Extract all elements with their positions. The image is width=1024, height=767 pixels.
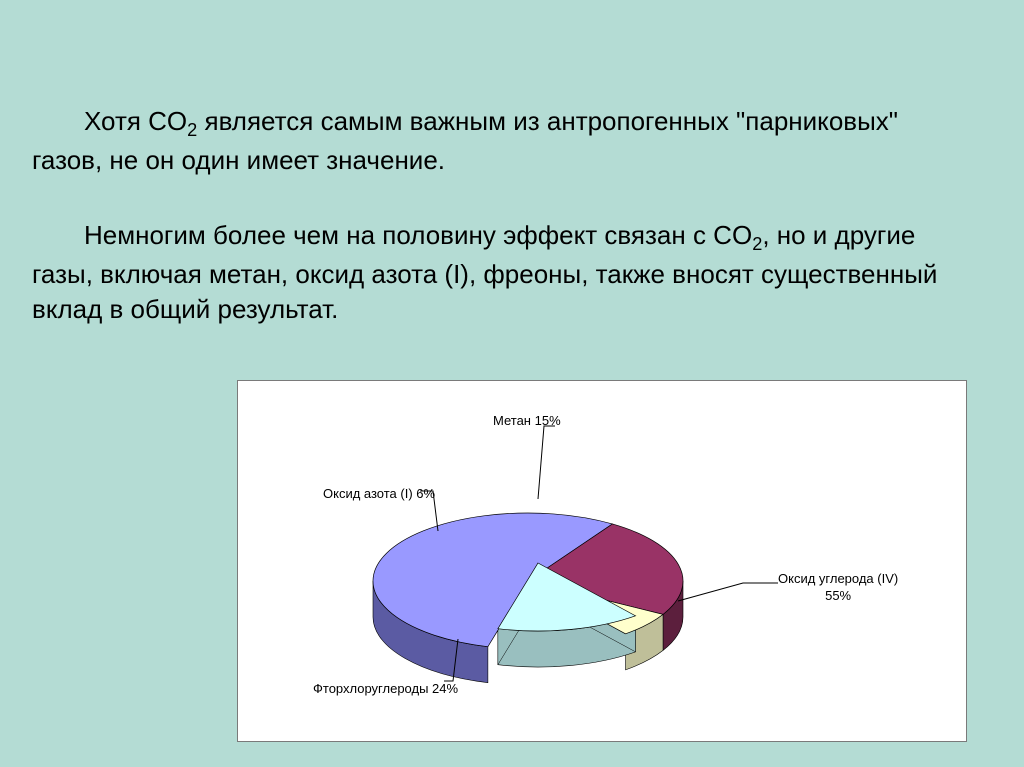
pie-chart-container: Оксид углерода (IV)55% Фторхлоруглероды 2… xyxy=(237,380,967,742)
p1-sub: 2 xyxy=(187,120,197,140)
label-cfc: Фторхлоруглероды 24% xyxy=(313,681,458,698)
p2-sub: 2 xyxy=(752,234,762,254)
p2-a: Немногим более чем на половину эффект св… xyxy=(84,220,752,250)
label-co2: Оксид углерода (IV)55% xyxy=(778,571,898,605)
leader-ch4 xyxy=(538,426,555,499)
paragraph-1: Хотя CO2 является самым важным из антроп… xyxy=(32,104,962,178)
p1-a: Хотя CO xyxy=(84,106,187,136)
paragraph-2: Немногим более чем на половину эффект св… xyxy=(32,218,962,327)
label-n2o: Оксид азота (I) 6% xyxy=(323,486,435,503)
leader-co2 xyxy=(678,583,778,601)
label-ch4: Метан 15% xyxy=(493,413,561,430)
